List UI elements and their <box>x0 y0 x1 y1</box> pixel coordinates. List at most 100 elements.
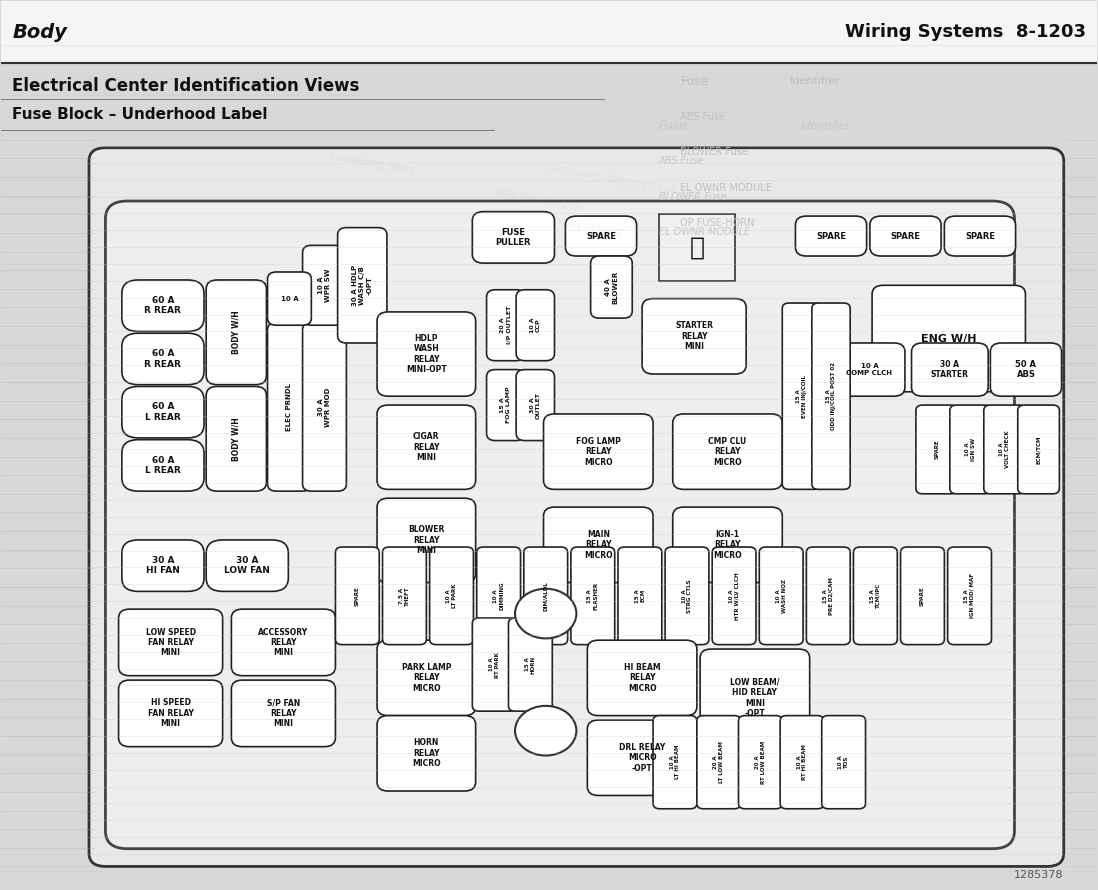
Text: IGN-1
RELAY
MICRO: IGN-1 RELAY MICRO <box>714 530 742 560</box>
FancyBboxPatch shape <box>872 286 1026 392</box>
Text: 10 A
LT PARK: 10 A LT PARK <box>446 584 457 608</box>
Text: HDLP
WASH
RELAY
MINI-OPT: HDLP WASH RELAY MINI-OPT <box>406 334 447 374</box>
FancyBboxPatch shape <box>833 343 905 396</box>
FancyBboxPatch shape <box>760 547 803 644</box>
Text: EL OWNR MODULE: EL OWNR MODULE <box>659 227 750 237</box>
FancyBboxPatch shape <box>377 312 475 396</box>
Text: Fuse: Fuse <box>681 75 709 88</box>
FancyBboxPatch shape <box>739 716 782 809</box>
Text: 📖: 📖 <box>690 236 704 260</box>
FancyBboxPatch shape <box>701 649 809 747</box>
FancyBboxPatch shape <box>122 386 204 438</box>
Text: 20 A
LT LOW BEAM: 20 A LT LOW BEAM <box>714 741 725 783</box>
Text: HI SPEED
FAN RELAY
MINI: HI SPEED FAN RELAY MINI <box>147 699 193 728</box>
FancyBboxPatch shape <box>900 547 944 644</box>
Text: 20 A
I/P OUTLET: 20 A I/P OUTLET <box>501 306 512 344</box>
FancyBboxPatch shape <box>665 547 709 644</box>
Text: 15 A
TCM/IPC: 15 A TCM/IPC <box>870 583 881 609</box>
Text: 3-Way Connector): 3-Way Connector) <box>330 149 417 174</box>
FancyBboxPatch shape <box>713 547 757 644</box>
FancyBboxPatch shape <box>268 322 312 491</box>
Text: 30 A
HI FAN: 30 A HI FAN <box>146 556 180 575</box>
Text: DRL RELAY
MICRO
-OPT: DRL RELAY MICRO -OPT <box>619 743 665 773</box>
FancyBboxPatch shape <box>673 507 782 583</box>
Text: 15 A
IGN MOD/ MAF: 15 A IGN MOD/ MAF <box>964 573 975 619</box>
FancyBboxPatch shape <box>916 405 957 494</box>
Text: SPARE: SPARE <box>920 586 925 606</box>
Text: 10 A
CCP: 10 A CCP <box>530 318 540 333</box>
Text: 10 A: 10 A <box>281 295 299 302</box>
FancyBboxPatch shape <box>486 290 525 360</box>
Text: Fuse: Fuse <box>659 119 687 132</box>
Text: BODY W/H: BODY W/H <box>232 311 240 354</box>
Text: FOG LAMP
RELAY
MICRO: FOG LAMP RELAY MICRO <box>575 437 620 466</box>
Text: ACCESSORY
RELAY
MINI: ACCESSORY RELAY MINI <box>258 627 309 658</box>
FancyBboxPatch shape <box>508 618 552 711</box>
Text: 10 A
DIMMING: 10 A DIMMING <box>493 581 504 611</box>
FancyBboxPatch shape <box>821 716 865 809</box>
Text: CIGAR
RELAY
MINI: CIGAR RELAY MINI <box>413 433 439 462</box>
Text: 60 A
L REAR: 60 A L REAR <box>145 456 181 475</box>
Text: BLOWER Fuse: BLOWER Fuse <box>659 191 726 201</box>
FancyBboxPatch shape <box>782 303 820 490</box>
Text: PARK LAMP
RELAY
MICRO: PARK LAMP RELAY MICRO <box>402 663 451 692</box>
Circle shape <box>515 706 576 756</box>
FancyBboxPatch shape <box>232 609 335 676</box>
Text: 15 A
FLASHER: 15 A FLASHER <box>587 582 598 610</box>
Text: SPARE: SPARE <box>965 231 995 240</box>
FancyBboxPatch shape <box>122 333 204 384</box>
Text: Identifier: Identifier <box>800 121 851 131</box>
Bar <box>1 2 1097 63</box>
Text: BLOWER Fuse: BLOWER Fuse <box>681 147 748 158</box>
Text: Electrical Center Identification Views: Electrical Center Identification Views <box>12 77 360 94</box>
Text: OP FUSE-HORN: OP FUSE-HORN <box>681 218 755 228</box>
FancyBboxPatch shape <box>122 280 204 331</box>
Text: 60 A
R REAR: 60 A R REAR <box>145 349 181 368</box>
FancyBboxPatch shape <box>337 228 386 343</box>
FancyBboxPatch shape <box>948 547 991 644</box>
FancyBboxPatch shape <box>472 618 516 711</box>
Text: 30 A
LOW FAN: 30 A LOW FAN <box>224 556 270 575</box>
Text: SPARE: SPARE <box>816 231 847 240</box>
FancyBboxPatch shape <box>697 716 741 809</box>
FancyBboxPatch shape <box>206 280 267 384</box>
Text: 30 A
STARTER: 30 A STARTER <box>931 360 968 379</box>
Text: ELEC PRNDL: ELEC PRNDL <box>287 383 292 431</box>
FancyBboxPatch shape <box>1018 405 1060 494</box>
FancyBboxPatch shape <box>516 290 554 360</box>
FancyBboxPatch shape <box>486 369 525 441</box>
FancyBboxPatch shape <box>303 322 346 491</box>
Text: S/P FAN
RELAY
MINI: S/P FAN RELAY MINI <box>267 699 300 728</box>
FancyBboxPatch shape <box>950 405 991 494</box>
Text: 60 A
L REAR: 60 A L REAR <box>145 402 181 422</box>
Text: ABS Fuse: ABS Fuse <box>681 112 726 122</box>
Circle shape <box>515 588 576 638</box>
Text: SPARE: SPARE <box>890 231 920 240</box>
Text: 1285378: 1285378 <box>1015 870 1064 879</box>
Text: 10 A
LT HI BEAM: 10 A LT HI BEAM <box>670 745 681 780</box>
Text: 60 A
R REAR: 60 A R REAR <box>145 296 181 315</box>
Text: 15 A
EVEN INJ/COIL: 15 A EVEN INJ/COIL <box>796 375 807 417</box>
FancyBboxPatch shape <box>105 201 1015 849</box>
FancyBboxPatch shape <box>335 547 379 644</box>
Text: CMP CLU
RELAY
MICRO: CMP CLU RELAY MICRO <box>708 437 747 466</box>
Text: HORN
RELAY
MICRO: HORN RELAY MICRO <box>412 739 440 768</box>
FancyBboxPatch shape <box>472 212 554 263</box>
FancyBboxPatch shape <box>377 640 475 716</box>
FancyBboxPatch shape <box>377 405 475 490</box>
Text: 30 A
WPR MOD: 30 A WPR MOD <box>318 387 330 426</box>
FancyBboxPatch shape <box>206 540 289 591</box>
Text: LOW BEAM/
HID RELAY
MINI
-OPT: LOW BEAM/ HID RELAY MINI -OPT <box>730 678 780 718</box>
Text: ABS Fuse: ABS Fuse <box>659 156 704 166</box>
FancyBboxPatch shape <box>122 440 204 491</box>
FancyBboxPatch shape <box>377 716 475 791</box>
FancyBboxPatch shape <box>618 547 662 644</box>
Text: 10 A
WPR SW: 10 A WPR SW <box>318 269 330 302</box>
Text: 20 A
RT LOW BEAM: 20 A RT LOW BEAM <box>755 740 765 784</box>
FancyBboxPatch shape <box>206 386 267 491</box>
Text: 15 A
ODD INJ/COIL POST 02: 15 A ODD INJ/COIL POST 02 <box>826 362 837 430</box>
FancyBboxPatch shape <box>642 299 747 374</box>
FancyBboxPatch shape <box>122 540 204 591</box>
FancyBboxPatch shape <box>119 680 223 747</box>
Text: HI BEAM
RELAY
MICRO: HI BEAM RELAY MICRO <box>624 663 660 692</box>
